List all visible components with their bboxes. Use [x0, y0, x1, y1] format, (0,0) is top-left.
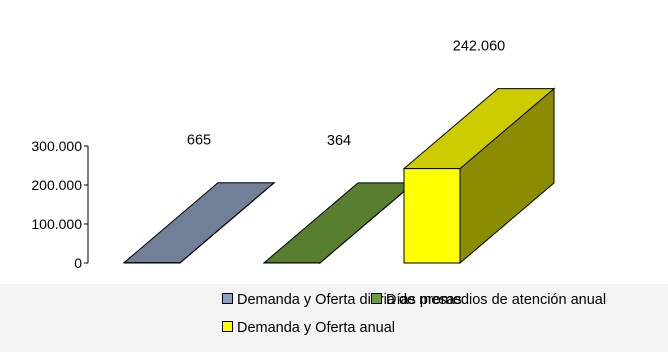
bar-2-front	[403, 168, 461, 264]
y-tick-label: 300.000	[31, 138, 82, 154]
y-tick-label: 100.000	[31, 216, 82, 232]
legend-label: Días promedios de atención anual	[386, 292, 607, 308]
y-tick-label: 0	[74, 255, 82, 271]
legend-label: Demanda y Oferta anual	[237, 320, 395, 336]
legend-swatch	[222, 293, 233, 304]
legend-item-attention-days: Días promedios de atención anual	[371, 292, 606, 308]
legend-item-annual-demand: Demanda y Oferta anual	[222, 320, 395, 336]
data-label-0: 665	[187, 133, 211, 149]
bar-0-top	[122, 182, 276, 264]
legend-swatch	[222, 321, 233, 332]
y-tick-label: 200.000	[31, 177, 82, 193]
legend-label: Demanda y Oferta diaria de mesas	[237, 292, 462, 308]
legend-item-daily-demand: Demanda y Oferta diaria de mesas	[222, 292, 462, 308]
legend-swatch	[371, 293, 382, 304]
legend-area-background	[0, 284, 668, 352]
data-label-1: 364	[327, 133, 351, 149]
data-label-2: 242.060	[453, 39, 505, 55]
bar-1-top	[262, 182, 416, 264]
